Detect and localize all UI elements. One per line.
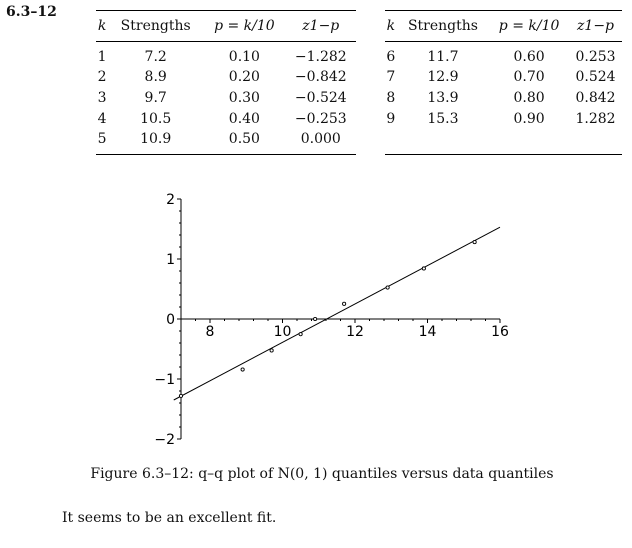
cell: [396, 128, 490, 155]
data-point: [240, 367, 245, 372]
cell: 12.9: [427, 69, 459, 86]
data-point: [313, 316, 318, 322]
data-point: [269, 348, 274, 353]
cell: 0.90: [513, 110, 545, 127]
cell: 4: [97, 110, 107, 127]
conclusion-text: It seems to be an excellent fit.: [62, 510, 277, 526]
header-strengths: Strengths: [396, 10, 490, 42]
cell: 0.253: [575, 48, 616, 65]
y-tick-label: 0: [166, 312, 175, 328]
table-row: 7 12.9 0.70 0.524: [385, 67, 622, 88]
cell: 7: [386, 69, 396, 86]
cell: 0.40: [228, 110, 260, 127]
cell: 0.20: [228, 69, 260, 86]
y-tick-label: 2: [166, 192, 175, 208]
cell: 6: [386, 48, 396, 65]
figure-caption: Figure 6.3–12: q–q plot of N(0, 1) quant…: [0, 466, 632, 482]
cell: −0.524: [294, 90, 347, 107]
cell: 0.70: [513, 69, 545, 86]
x-tick-label: 16: [491, 324, 509, 340]
cell: 10.5: [140, 110, 172, 127]
header-k: k: [96, 10, 109, 42]
y-tick-label: −1: [154, 372, 175, 388]
cell: 9.7: [144, 90, 167, 107]
cell: −0.842: [294, 69, 347, 86]
cell: −1.282: [294, 48, 347, 65]
cell: [569, 128, 622, 155]
cell: 11.7: [427, 48, 459, 65]
table-row: 1 7.2 0.10 −1.282: [96, 41, 356, 67]
table-header-row: k Strengths p = k/10 z1−p: [96, 10, 356, 42]
table-row: 5 10.9 0.50 0.000: [96, 128, 356, 155]
cell: 8.9: [144, 69, 167, 86]
cell: 0.50: [203, 128, 286, 155]
y-tick-label: −2: [154, 432, 175, 448]
x-tick-label: 8: [206, 324, 215, 340]
cell: 10.9: [108, 128, 204, 155]
data-table-right: k Strengths p = k/10 z1−p 6 11.7 0.60 0.…: [385, 10, 622, 155]
table-header-row: k Strengths p = k/10 z1−p: [385, 10, 622, 42]
caption-text: Figure 6.3–12: q–q plot of N(0, 1) quant…: [90, 466, 554, 482]
header-p: p = k/10: [203, 10, 286, 42]
cell: 0.60: [513, 48, 545, 65]
problem-label: 6.3–12: [6, 4, 57, 20]
cell: [489, 128, 570, 155]
x-tick-label: 12: [346, 324, 364, 340]
cell: 0.10: [228, 48, 260, 65]
fit-line: [173, 226, 501, 401]
header-z: z1−p: [569, 10, 622, 42]
cell: 3: [97, 90, 107, 107]
data-point: [298, 332, 303, 337]
cell: [385, 128, 397, 155]
cell: 0.524: [575, 69, 616, 86]
table-row: [385, 128, 622, 155]
cell: 0.000: [285, 128, 356, 155]
data-table-left: k Strengths p = k/10 z1−p 1 7.2 0.10 −1.…: [96, 10, 356, 155]
cell: 7.2: [144, 48, 167, 65]
y-tick-label: 1: [166, 252, 175, 268]
data-point: [342, 301, 347, 306]
table-row: 9 15.3 0.90 1.282: [385, 108, 622, 129]
table-row: 2 8.9 0.20 −0.842: [96, 67, 356, 88]
cell: 0.842: [575, 90, 616, 107]
data-point: [472, 240, 477, 245]
header-strengths: Strengths: [108, 10, 204, 42]
cell: 0.30: [228, 90, 260, 107]
header-z: z1−p: [285, 10, 356, 42]
cell: 1: [97, 48, 107, 65]
cell: 2: [97, 69, 107, 86]
header-p: p = k/10: [489, 10, 570, 42]
cell: 13.9: [427, 90, 459, 107]
table-row: 4 10.5 0.40 −0.253: [96, 108, 356, 129]
x-tick-label: 10: [274, 324, 292, 340]
cell: 1.282: [575, 110, 616, 127]
table-row: 8 13.9 0.80 0.842: [385, 88, 622, 109]
cell: 8: [386, 90, 396, 107]
cell: 9: [386, 110, 396, 127]
data-point: [421, 266, 426, 271]
cell: 5: [96, 128, 109, 155]
cell: 15.3: [427, 110, 459, 127]
header-k: k: [385, 10, 397, 42]
x-tick-label: 14: [419, 324, 437, 340]
table-row: 3 9.7 0.30 −0.524: [96, 88, 356, 109]
cell: 0.80: [513, 90, 545, 107]
table-row: 6 11.7 0.60 0.253: [385, 41, 622, 67]
data-point: [178, 393, 184, 398]
data-point: [385, 285, 390, 290]
cell: −0.253: [294, 110, 347, 127]
